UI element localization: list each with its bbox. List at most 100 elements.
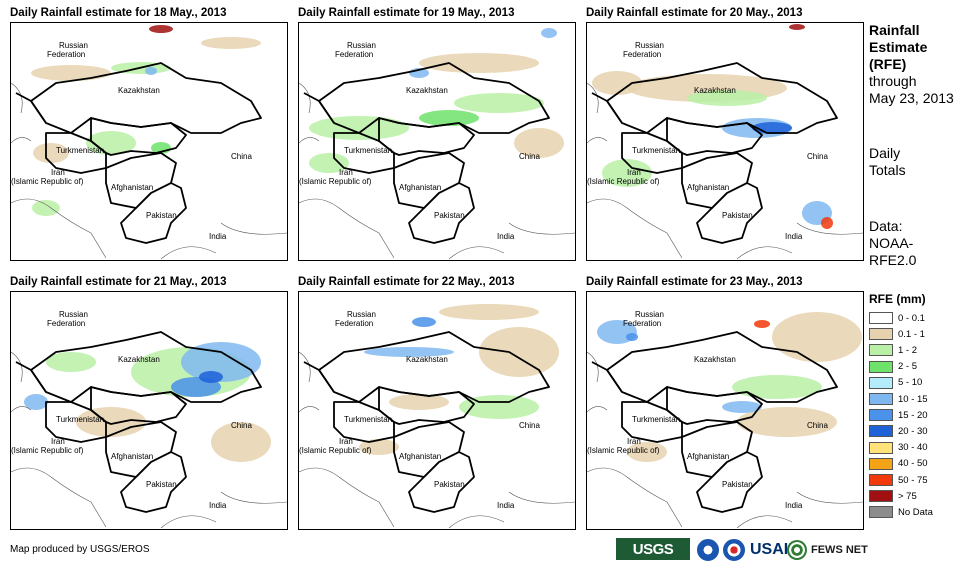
rainfall-area xyxy=(145,67,157,75)
country-border xyxy=(11,406,32,413)
legend-label: 50 - 75 xyxy=(898,474,928,486)
country-outline xyxy=(303,361,335,393)
place-label-pakistan: Pakistan xyxy=(434,211,465,220)
rainfall-area xyxy=(389,394,449,410)
rainfall-area xyxy=(309,153,349,173)
country-outline xyxy=(666,386,763,425)
totals-line-2: Totals xyxy=(869,162,906,178)
place-label-iran-1: Iran xyxy=(339,437,353,446)
rainfall-area xyxy=(479,327,559,377)
country-outline xyxy=(696,451,763,513)
country-border xyxy=(299,351,311,383)
place-label-russia-2: Federation xyxy=(623,319,661,328)
rainfall-map-18: Russian Federation Kazakhstan Turkmenistan I… xyxy=(10,22,288,261)
place-label-kazakhstan: Kazakhstan xyxy=(118,86,160,95)
place-label-afghanistan: Afghanistan xyxy=(111,183,153,192)
rainfall-map-22: Russian Federation Kazakhstan Turkmenistan I… xyxy=(298,291,576,530)
place-label-turkmenistan: Turkmenistan xyxy=(632,146,680,155)
country-outline xyxy=(591,92,623,124)
place-label-india: India xyxy=(785,501,803,510)
rainfall-area xyxy=(149,25,173,33)
fewsnet-logo: FEWS NET xyxy=(787,538,868,562)
country-outline xyxy=(666,117,763,156)
rainfall-area xyxy=(821,217,833,229)
place-label-pakistan: Pakistan xyxy=(146,480,177,489)
country-outline xyxy=(408,182,475,244)
rainfall-area xyxy=(732,375,822,399)
country-outline xyxy=(90,386,187,425)
place-label-russia-2: Federation xyxy=(335,50,373,59)
panel-title-19: Daily Rainfall estimate for 19 May., 201… xyxy=(298,7,515,19)
country-outline xyxy=(393,421,465,478)
place-label-russia-1: Russian xyxy=(347,41,376,50)
country-border xyxy=(11,137,32,144)
rainfall-area xyxy=(754,320,770,328)
panel-title-21: Daily Rainfall estimate for 21 May., 201… xyxy=(10,276,227,288)
country-outline xyxy=(105,152,177,209)
legend-label: 40 - 50 xyxy=(898,458,928,470)
place-label-china: China xyxy=(807,152,828,161)
country-border xyxy=(736,246,793,260)
country-outline xyxy=(393,152,465,209)
rainfall-area xyxy=(687,90,767,106)
data-source-line-1: Data: xyxy=(869,218,903,234)
rainfall-area xyxy=(86,131,136,155)
place-label-pakistan: Pakistan xyxy=(146,211,177,220)
place-label-iran-2: (Islamic Republic of) xyxy=(299,446,372,455)
legend-swatch xyxy=(869,490,893,503)
country-border xyxy=(160,246,217,260)
rainfall-map-21: Russian Federation Kazakhstan Turkmenistan I… xyxy=(10,291,288,530)
place-label-iran-1: Iran xyxy=(627,437,641,446)
rainfall-area xyxy=(201,37,261,49)
legend-swatch xyxy=(869,474,893,486)
usgs-logo: USGS xyxy=(616,538,690,560)
legend-label: 20 - 30 xyxy=(898,425,928,437)
legend-swatch xyxy=(869,328,893,341)
place-label-russia-1: Russian xyxy=(347,310,376,319)
legend-swatch xyxy=(869,506,893,519)
place-label-turkmenistan: Turkmenistan xyxy=(344,415,392,424)
country-border xyxy=(587,198,683,259)
legend-swatch xyxy=(869,344,893,357)
country-outline xyxy=(681,152,753,209)
country-border xyxy=(587,137,608,144)
country-outline xyxy=(15,361,47,393)
place-label-iran-2: (Islamic Republic of) xyxy=(11,446,84,455)
country-border xyxy=(11,82,23,114)
rainfall-map-23: Russian Federation Kazakhstan Turkmenistan I… xyxy=(586,291,864,530)
country-outline xyxy=(696,182,763,244)
place-label-russia-1: Russian xyxy=(635,41,664,50)
place-label-kazakhstan: Kazakhstan xyxy=(406,355,448,364)
place-label-turkmenistan: Turkmenistan xyxy=(632,415,680,424)
legend-label: 10 - 15 xyxy=(898,393,928,405)
country-border xyxy=(796,222,863,235)
rainfall-area xyxy=(211,422,271,462)
rainfall-area xyxy=(722,401,762,413)
legend-label: 1 - 2 xyxy=(898,344,918,356)
rainfall-area xyxy=(789,24,805,30)
country-border xyxy=(11,467,107,528)
legend-label: 30 - 40 xyxy=(898,442,928,454)
place-label-china: China xyxy=(231,421,252,430)
rainfall-area xyxy=(181,342,261,382)
place-label-iran-1: Iran xyxy=(627,168,641,177)
country-border xyxy=(220,491,287,504)
place-label-afghanistan: Afghanistan xyxy=(687,452,729,461)
country-border xyxy=(299,467,395,528)
country-outline xyxy=(120,451,187,513)
place-label-iran-1: Iran xyxy=(339,168,353,177)
country-border xyxy=(220,222,287,235)
place-label-india: India xyxy=(785,232,803,241)
rainfall-area xyxy=(626,333,638,341)
rainfall-area xyxy=(24,394,48,410)
data-source-line-2: NOAA- xyxy=(869,235,914,251)
legend-swatch xyxy=(869,409,893,422)
place-label-russia-2: Federation xyxy=(47,319,85,328)
place-label-pakistan: Pakistan xyxy=(434,480,465,489)
rainfall-area xyxy=(199,371,223,383)
place-label-iran-2: (Islamic Republic of) xyxy=(587,446,660,455)
legend-swatch xyxy=(869,360,893,373)
